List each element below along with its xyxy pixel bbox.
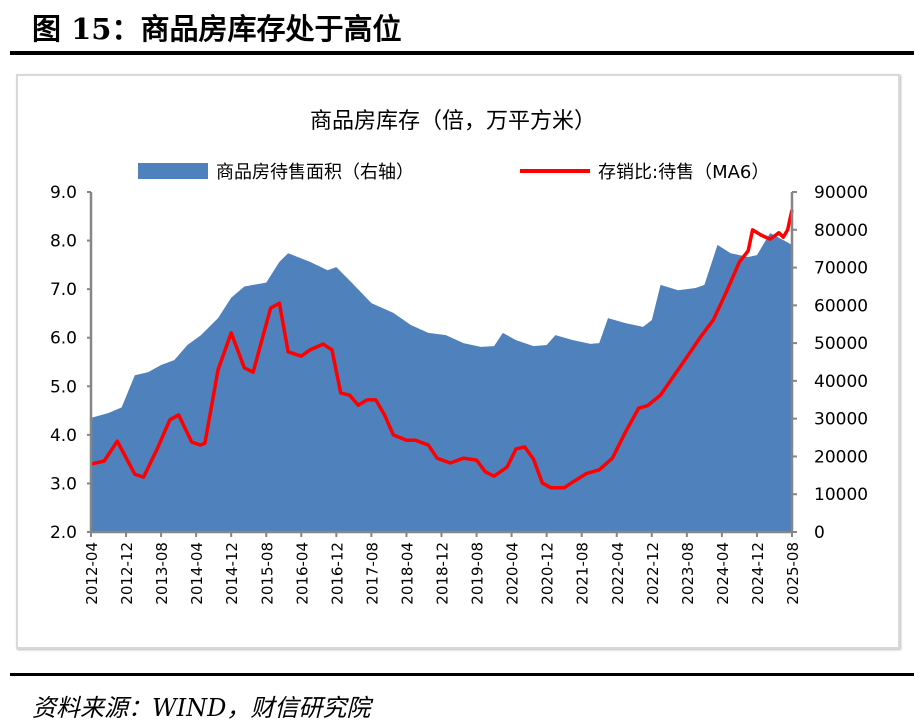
x-tick-label: 2024-12 [749, 542, 767, 605]
y-right-tick-label: 80000 [814, 221, 868, 241]
area-series-inventory [91, 233, 792, 532]
y-right-tick-label: 90000 [814, 183, 868, 203]
x-tick-label: 2013-08 [153, 542, 171, 605]
y-right-tick-label: 70000 [814, 259, 868, 279]
y-left-tick-label: 9.0 [50, 183, 77, 203]
x-tick-label: 2024-04 [714, 542, 732, 605]
legend-line-label: 存销比:待售（MA6） [598, 162, 769, 183]
y-left-tick-label: 3.0 [50, 474, 77, 494]
x-tick-label: 2022-04 [609, 542, 627, 605]
figure-title: 图 15：商品房库存处于高位 [32, 12, 402, 46]
x-tick-label: 2016-12 [328, 542, 346, 605]
x-tick-label: 2012-04 [83, 542, 101, 605]
y-left-tick-label: 4.0 [50, 426, 77, 446]
x-tick-label: 2025-08 [784, 542, 802, 605]
x-tick-label: 2012-12 [118, 542, 136, 605]
x-tick-label: 2021-08 [574, 542, 592, 605]
legend-area-swatch [138, 163, 208, 179]
y-right-tick-label: 0 [814, 523, 825, 543]
top-divider [10, 51, 914, 55]
x-tick-label: 2014-04 [188, 542, 206, 605]
y-left-tick-label: 8.0 [50, 232, 77, 252]
y-right-tick-label: 10000 [814, 485, 868, 505]
x-tick-label: 2015-08 [258, 542, 276, 605]
x-tick-label: 2020-12 [539, 542, 557, 605]
y-right-tick-label: 50000 [814, 334, 868, 354]
source-note: 资料来源：WIND，财信研究院 [32, 694, 371, 722]
x-tick-label: 2018-12 [434, 542, 452, 605]
y-right-tick-label: 40000 [814, 372, 868, 392]
x-tick-label: 2017-08 [363, 542, 381, 605]
chart-title: 商品房库存（倍，万平方米） [310, 109, 596, 134]
y-right-tick-label: 30000 [814, 410, 868, 430]
y-left-tick-label: 7.0 [50, 280, 77, 300]
legend-area-label: 商品房待售面积（右轴） [216, 162, 414, 183]
x-tick-label: 2019-08 [469, 542, 487, 605]
y-left-tick-label: 2.0 [50, 523, 77, 543]
line-series-ratio [90, 209, 794, 490]
x-tick-label: 2020-04 [504, 542, 522, 605]
x-tick-label: 2023-08 [679, 542, 697, 605]
y-right-tick-label: 20000 [814, 447, 868, 467]
y-left-tick-label: 6.0 [50, 329, 77, 349]
bottom-divider [10, 673, 914, 676]
y-right-tick-label: 60000 [814, 296, 868, 316]
y-left-tick-label: 5.0 [50, 377, 77, 397]
x-tick-label: 2022-12 [644, 542, 662, 605]
x-tick-label: 2014-12 [223, 542, 241, 605]
x-tick-label: 2016-04 [293, 542, 311, 605]
x-tick-label: 2018-04 [398, 542, 416, 605]
